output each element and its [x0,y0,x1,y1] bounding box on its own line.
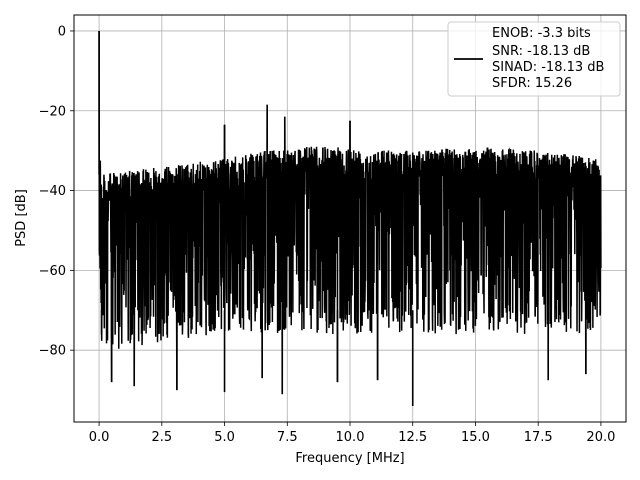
x-tick-label: 0.0 [89,430,110,445]
legend-snr: SNR: -18.13 dB [492,44,590,59]
x-tick-label: 20.0 [586,430,615,445]
x-tick-label: 2.5 [151,430,172,445]
y-axis-label: PSD [dB] [14,189,29,247]
x-tick-label: 5.0 [214,430,235,445]
x-tick-label: 17.5 [524,430,553,445]
x-tick-label: 12.5 [398,430,427,445]
y-tick-label: −40 [39,184,66,199]
y-tick-label: 0 [58,24,66,39]
y-tick-label: −60 [39,264,66,279]
legend: ENOB: -3.3 bits SNR: -18.13 dB SINAD: -1… [447,21,621,97]
y-tick-label: −20 [39,104,66,119]
x-tick-label: 10.0 [336,430,365,445]
x-tick-label: 15.0 [461,430,490,445]
ticks: 0.0 2.5 5.0 7.5 10.0 12.5 15.0 17.5 20.0 0 −20 −40 −… [39,24,616,445]
legend-sfdr: SFDR: 15.26 [492,76,572,91]
x-axis-label: Frequency [MHz] [295,451,404,466]
legend-enob: ENOB: -3.3 bits [492,26,591,41]
plot-series-group [98,30,602,407]
legend-box [447,21,621,97]
legend-sinad: SINAD: -18.13 dB [492,60,604,75]
y-tick-label: −80 [39,344,66,359]
x-tick-label: 7.5 [277,430,298,445]
